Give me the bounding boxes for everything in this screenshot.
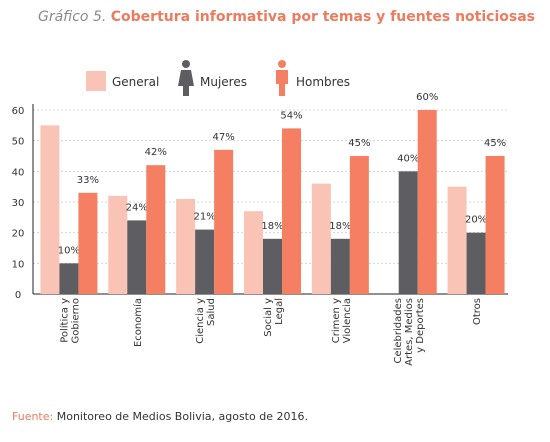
bar-1-1 <box>127 220 147 294</box>
male-person-icon <box>276 60 288 96</box>
data-label-2-1: 21% <box>194 212 216 223</box>
x-tick-label-1-0: Economía <box>132 298 144 347</box>
data-label-3-1: 18% <box>261 221 283 232</box>
y-tick-label-60: 60 <box>12 106 25 117</box>
bar-2-2 <box>214 149 234 294</box>
x-tick-label-5-0: Celebridades <box>393 298 404 364</box>
bar-4-2 <box>349 156 369 294</box>
source-text: Monitoreo de Medios Bolivia, agosto de 2… <box>56 410 308 423</box>
bar-5-2 <box>417 110 437 294</box>
bar-6-1 <box>466 232 486 294</box>
source-label: Fuente: <box>12 410 54 423</box>
bar-2-0 <box>176 198 196 294</box>
chart-title-text: Cobertura informativa por temas y fuente… <box>110 9 535 25</box>
x-tick-label-5-1: Artes, Medios <box>404 298 415 366</box>
data-label-5-1: 40% <box>397 153 419 164</box>
x-tick-label-3-1: Legal <box>274 298 285 325</box>
data-label-1-1: 24% <box>126 202 148 213</box>
bar-0-1 <box>59 263 79 294</box>
bar-2-1 <box>195 229 215 294</box>
bar-3-2 <box>282 128 301 294</box>
legend-label-1: Mujeres <box>200 75 247 89</box>
data-label-5-2: 60% <box>416 92 438 103</box>
data-label-4-1: 18% <box>329 221 351 232</box>
y-tick-label-0: 0 <box>15 290 21 301</box>
data-label-2-2: 47% <box>213 132 235 143</box>
y-tick-label-40: 40 <box>12 167 25 178</box>
bar-chart: General Mujeres Hombres 0 10 20 30 40 50 60 10% 33%… <box>12 60 508 366</box>
y-tick-label-50: 50 <box>12 137 25 148</box>
chart-title-prefix: Gráfico 5. <box>38 9 107 25</box>
x-tick-label-0-1: Gobierno <box>70 298 81 344</box>
x-tick-label-2-0: Ciencia y <box>195 298 206 344</box>
x-tick-label-3-0: Social y <box>263 298 274 337</box>
data-label-1-2: 42% <box>145 147 167 158</box>
y-tick-label-30: 30 <box>12 198 25 209</box>
bar-0-2 <box>78 192 98 294</box>
x-tick-label-5-2: y Deportes <box>415 298 426 353</box>
bar-1-2 <box>146 165 166 294</box>
bar-5-1 <box>398 171 418 294</box>
bar-1-0 <box>108 195 128 294</box>
bar-0-0 <box>40 125 60 294</box>
x-tick-label-0-0: Política y <box>58 298 70 343</box>
data-label-3-2: 54% <box>280 110 302 121</box>
x-tick-label-6-0: Otros <box>472 298 483 325</box>
bar-3-1 <box>263 238 282 294</box>
bar-6-0 <box>447 186 467 294</box>
y-tick-label-20: 20 <box>12 229 25 240</box>
data-label-0-1: 10% <box>58 245 80 256</box>
female-person-icon <box>178 60 194 96</box>
data-label-4-2: 45% <box>348 138 370 149</box>
legend-swatch-general <box>86 71 106 91</box>
legend-label-2: Hombres <box>296 75 350 89</box>
data-label-6-1: 20% <box>465 215 487 226</box>
x-tick-label-4-0: Crimen y <box>331 298 342 343</box>
bar-4-1 <box>330 238 350 294</box>
bar-6-2 <box>485 156 505 294</box>
chart-title: Gráfico 5. Cobertura informativa por tem… <box>38 9 535 25</box>
x-tick-label-4-1: Violencia <box>342 298 353 343</box>
data-label-6-2: 45% <box>484 138 506 149</box>
bar-3-0 <box>244 211 263 294</box>
y-tick-label-10: 10 <box>12 259 25 270</box>
legend-label-0: General <box>112 75 159 89</box>
data-label-0-2: 33% <box>77 175 99 186</box>
x-tick-label-2-1: Salud <box>206 298 217 326</box>
bar-4-0 <box>311 183 331 294</box>
source-note: Fuente: Monitoreo de Medios Bolivia, ago… <box>12 410 308 423</box>
